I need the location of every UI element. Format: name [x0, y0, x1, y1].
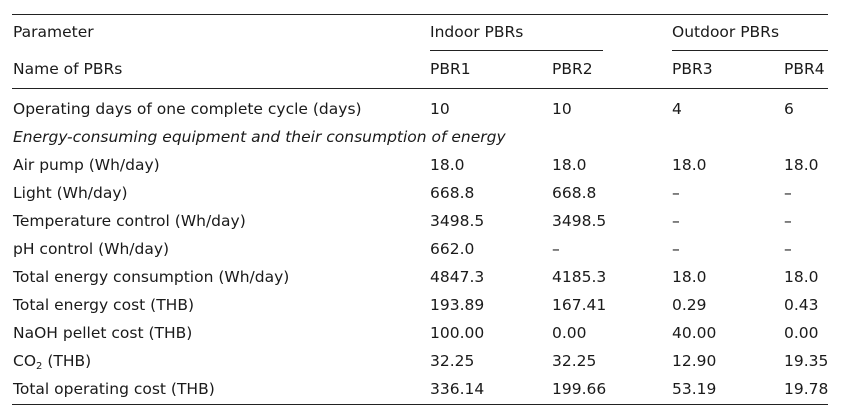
- co2-label-main: CO: [13, 352, 37, 370]
- cell-pbr4: 0.00: [784, 324, 819, 342]
- cell-pbr4: 18.0: [784, 156, 819, 174]
- cell-pbr3: 12.90: [672, 352, 717, 370]
- cell-pbr1: 4847.3: [430, 268, 485, 286]
- header-pbr2: PBR2: [552, 60, 593, 78]
- cell-pbr1: 32.25: [430, 352, 475, 370]
- cell-pbr1: 10: [430, 100, 450, 118]
- cell-pbr2: 10: [552, 100, 572, 118]
- cell-pbr3: 18.0: [672, 156, 707, 174]
- co2-label-unit: (THB): [42, 352, 92, 370]
- cell-pbr2: 0.00: [552, 324, 587, 342]
- indoor-group-rule: [430, 50, 603, 51]
- cell-pbr3: 0.29: [672, 296, 707, 314]
- header-pbr4: PBR4: [784, 60, 825, 78]
- cell-pbr4: 19.78: [784, 380, 829, 398]
- cell-pbr2: 18.0: [552, 156, 587, 174]
- cell-pbr1: 18.0: [430, 156, 465, 174]
- cell-pbr2: 167.41: [552, 296, 607, 314]
- cell-pbr3: –: [672, 184, 680, 202]
- row-label: NaOH pellet cost (THB): [13, 324, 193, 342]
- row-label: Total energy consumption (Wh/day): [13, 268, 290, 286]
- row-label: Temperature control (Wh/day): [13, 212, 246, 230]
- row-label: Total operating cost (THB): [13, 380, 215, 398]
- cell-pbr2: 32.25: [552, 352, 597, 370]
- cell-pbr1: 668.8: [430, 184, 475, 202]
- cell-pbr4: 18.0: [784, 268, 819, 286]
- cell-pbr2: 3498.5: [552, 212, 607, 230]
- cell-pbr4: 6: [784, 100, 794, 118]
- cell-pbr4: 0.43: [784, 296, 819, 314]
- bottom-rule: [12, 404, 828, 405]
- cell-pbr3: 53.19: [672, 380, 717, 398]
- header-bottom-rule: [12, 88, 828, 89]
- co2-label-subscript: 2: [36, 361, 43, 372]
- row-label: Total energy cost (THB): [13, 296, 194, 314]
- cell-pbr3: 40.00: [672, 324, 717, 342]
- cell-pbr3: –: [672, 212, 680, 230]
- outdoor-group-rule: [672, 50, 828, 51]
- header-parameter: Parameter: [13, 23, 94, 41]
- header-indoor-pbrs: Indoor PBRs: [430, 23, 524, 41]
- top-rule: [12, 14, 828, 15]
- cell-pbr4: –: [784, 212, 792, 230]
- row-label: Light (Wh/day): [13, 184, 128, 202]
- row-label: Air pump (Wh/day): [13, 156, 160, 174]
- cell-pbr4: 19.35: [784, 352, 829, 370]
- cell-pbr1: 193.89: [430, 296, 485, 314]
- cell-pbr4: –: [784, 184, 792, 202]
- cell-pbr4: –: [784, 240, 792, 258]
- header-pbr1: PBR1: [430, 60, 471, 78]
- header-outdoor-pbrs: Outdoor PBRs: [672, 23, 780, 41]
- cell-pbr1: 100.00: [430, 324, 485, 342]
- cell-pbr1: 3498.5: [430, 212, 485, 230]
- row-label: Operating days of one complete cycle (da…: [13, 100, 362, 118]
- cell-pbr1: 662.0: [430, 240, 475, 258]
- cell-pbr2: –: [552, 240, 560, 258]
- cell-pbr2: 668.8: [552, 184, 597, 202]
- cell-pbr1: 336.14: [430, 380, 485, 398]
- row-label-co2: CO2 (THB): [13, 351, 92, 372]
- cell-pbr3: 18.0: [672, 268, 707, 286]
- cell-pbr2: 4185.3: [552, 268, 607, 286]
- header-name-of-pbrs: Name of PBRs: [13, 60, 123, 78]
- header-pbr3: PBR3: [672, 60, 713, 78]
- cell-pbr2: 199.66: [552, 380, 607, 398]
- cell-pbr3: –: [672, 240, 680, 258]
- section-heading: Energy-consuming equipment and their con…: [13, 128, 506, 146]
- row-label: pH control (Wh/day): [13, 240, 170, 258]
- cell-pbr3: 4: [672, 100, 682, 118]
